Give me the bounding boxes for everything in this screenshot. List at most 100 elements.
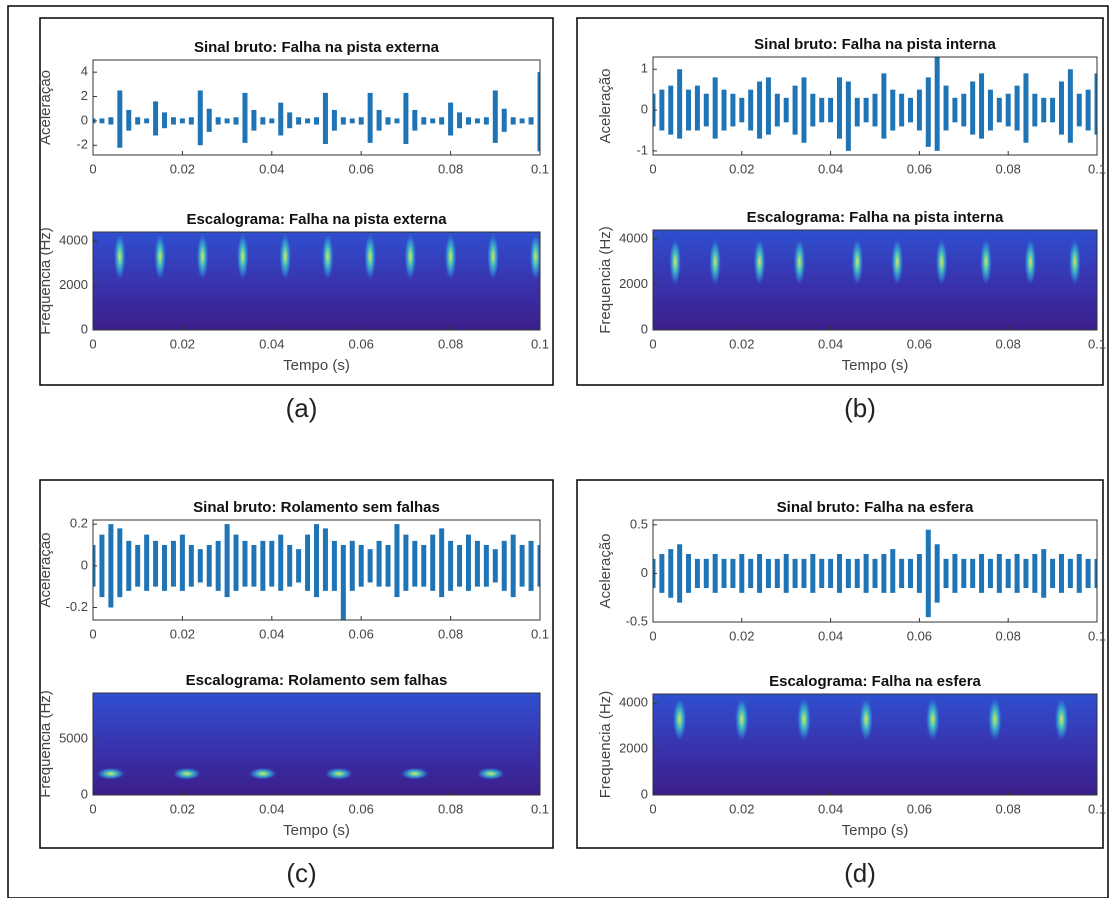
axes-frame [652,229,1098,331]
y-tick-label: 2000 [619,276,648,291]
heat-spot [196,232,209,281]
x-tick-label: 0.1 [531,336,549,351]
y-axis-label: Frequencia (Hz) [597,691,614,799]
heat-spot [321,232,334,281]
heat-spot [709,237,722,286]
x-tick-label: 0.06 [907,628,932,643]
heat-spot [404,232,417,281]
plot-area [93,693,540,795]
panel-frame [576,479,1104,849]
x-tick-label: 0.08 [996,336,1021,351]
heat-spot [980,237,992,286]
y-tick-label: 0.2 [70,516,88,531]
heat-spot [400,767,429,780]
heat-spot [444,232,457,281]
chart-title: Sinal bruto: Falha na esfera [777,499,974,516]
x-tick-label: 0.06 [349,626,374,641]
x-tick-label: 0 [649,628,656,643]
heat-spot [925,697,940,742]
y-axis-label: Frequencia (Hz) [37,690,54,798]
y-tick-label: 0 [641,102,648,117]
x-tick-label: 0.1 [531,161,549,176]
x-tick-label: 0.08 [996,161,1021,176]
y-tick-label: 0 [81,786,88,801]
heat-spot [279,232,292,281]
x-tick-label: 0.02 [170,801,195,816]
x-tick-label: 0 [649,336,656,351]
x-tick-label: 0 [649,161,656,176]
x-tick-label: 0.06 [349,336,374,351]
x-tick-label: 0.08 [438,336,463,351]
y-tick-label: 0 [641,786,648,801]
heat-spot [487,232,500,281]
x-tick-label: 0.02 [170,161,195,176]
x-tick-label: 0.04 [259,161,284,176]
x-tick-label: 0.1 [1088,336,1106,351]
y-tick-label: -1 [636,142,648,157]
chart-title: Escalograma: Rolamento sem falhas [186,672,448,689]
heat-spot [987,697,1002,742]
x-tick-label: 0.08 [438,801,463,816]
y-axis-label: Frequencia (Hz) [37,227,54,335]
x-tick-label: 0.02 [170,626,195,641]
heat-spot [891,237,904,286]
y-tick-label: 4 [81,64,88,79]
x-tick-label: 0.1 [1088,628,1106,643]
chart: 0 0.02 0.04 0.06 0.08 0.1 0 2000 4000 Escalograma… [597,673,1106,888]
y-axis-label: Aceleração [37,70,54,145]
x-tick-label: 0 [89,801,96,816]
heat-spot [364,232,377,281]
x-tick-label: 0.1 [531,801,549,816]
plot-area [93,524,540,620]
heat-spot [793,237,806,286]
y-tick-label: -0.2 [66,599,88,614]
heatmap-background [653,694,1097,795]
chart: 0 0.02 0.04 0.06 0.08 0.1 0 2000 4000 Escalograma… [597,209,1106,423]
axes-frame [652,519,1098,623]
x-tick-label: 0.04 [818,336,843,351]
x-tick-label: 0 [89,161,96,176]
y-tick-label: 1 [641,61,648,76]
heat-spot [1068,237,1081,286]
heat-spot [96,767,125,780]
y-axis-label: Aceleração [597,533,614,608]
plot-area [653,529,1097,618]
y-axis-label: Aceleração [37,532,54,607]
chart-title: Sinal bruto: Falha na pista interna [754,36,996,53]
axes-frame [92,231,541,331]
y-tick-label: 4000 [619,231,648,246]
y-tick-label: 0 [81,321,88,336]
axes-frame [92,692,541,796]
plot-area [93,72,540,152]
axes-frame [92,59,541,156]
x-tick-label: 0.04 [259,336,284,351]
heat-spot [672,697,687,742]
heat-spot [935,237,948,286]
x-tick-label: 0.02 [729,801,754,816]
y-tick-label: 0 [641,321,648,336]
y-axis-label: Frequencia (Hz) [597,226,614,334]
panel-caption: (a) [286,393,318,423]
chart: 0 0.02 0.04 0.06 0.08 0.1 0 2000 4000 Escalograma… [37,211,549,423]
plot-area [653,230,1097,330]
x-tick-label: 0.04 [818,161,843,176]
x-tick-label: 0.08 [996,628,1021,643]
heatmap-background [93,232,540,330]
y-tick-label: 4000 [59,232,88,247]
panel-caption: (c) [286,858,316,888]
axes-frame [652,693,1098,796]
panel-caption: (d) [844,858,876,888]
x-tick-label: 0.1 [531,626,549,641]
y-tick-label: 0.5 [630,516,648,531]
y-tick-label: 2 [81,88,88,103]
x-tick-label: 0.1 [1088,161,1106,176]
y-tick-label: 0 [81,557,88,572]
y-tick-label: 0 [81,112,88,127]
x-tick-label: 0.04 [259,801,284,816]
heat-spot [113,232,126,281]
x-tick-label: 0.06 [907,336,932,351]
